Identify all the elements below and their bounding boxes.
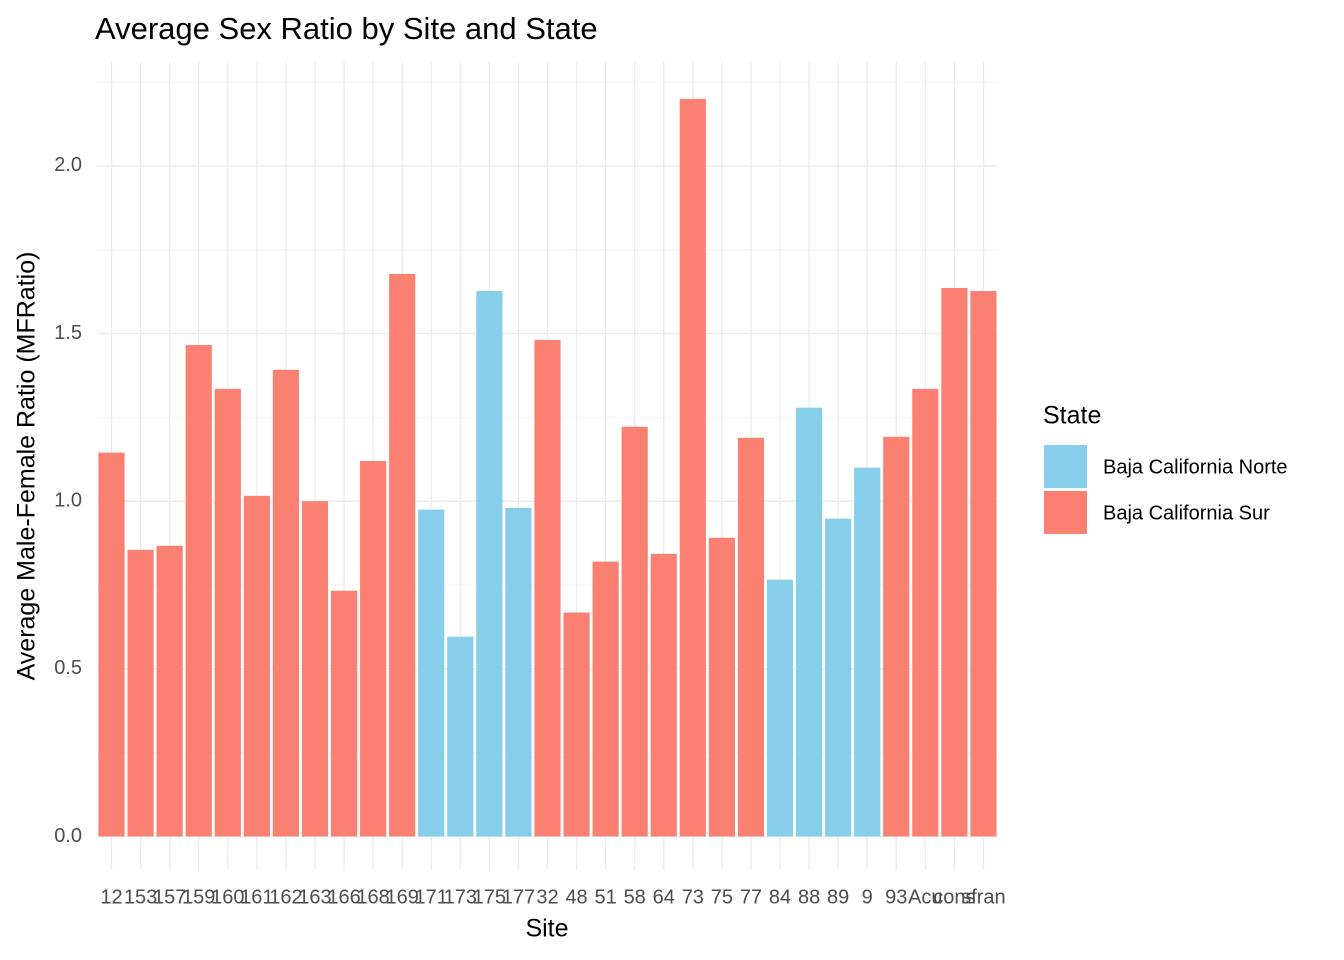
chart-title: Average Sex Ratio by Site and State xyxy=(95,11,598,46)
legend-label: Baja California Sur xyxy=(1103,502,1270,524)
x-tick-label: 88 xyxy=(798,886,820,908)
x-tick-label: 64 xyxy=(653,886,675,908)
x-tick-label: 84 xyxy=(769,886,791,908)
x-tick-label: sfran xyxy=(961,886,1005,908)
x-tick-label: 173 xyxy=(444,886,477,908)
bar xyxy=(766,579,794,837)
bar xyxy=(708,537,735,837)
bar xyxy=(214,388,241,837)
legend-label: Baja California Norte xyxy=(1103,456,1288,478)
bar xyxy=(505,507,532,837)
bar xyxy=(360,460,387,837)
bar xyxy=(389,273,416,837)
x-tick-label: 12 xyxy=(100,886,122,908)
x-tick-label: 73 xyxy=(682,886,704,908)
bar xyxy=(476,290,503,837)
y-tick-label: 2.0 xyxy=(54,154,82,176)
bar xyxy=(970,290,997,837)
bar xyxy=(330,590,358,837)
legend-key xyxy=(1044,445,1087,488)
bar xyxy=(737,437,765,837)
bar xyxy=(98,452,125,837)
bar xyxy=(301,501,329,837)
x-tick-label: 159 xyxy=(182,886,215,908)
bar xyxy=(156,545,183,837)
x-tick-label: 9 xyxy=(862,886,873,908)
x-tick-label: 169 xyxy=(385,886,418,908)
bar xyxy=(941,287,968,837)
bar xyxy=(679,98,706,837)
x-tick-label: Acu xyxy=(908,886,942,908)
x-tick-label: 161 xyxy=(240,886,273,908)
x-tick-label: 160 xyxy=(211,886,244,908)
bar xyxy=(621,426,648,837)
x-tick-label: 162 xyxy=(269,886,302,908)
bar xyxy=(796,407,823,837)
x-tick-label: cons xyxy=(933,886,975,908)
x-tick-label: 77 xyxy=(740,886,762,908)
x-tick-label: 166 xyxy=(327,886,360,908)
bar xyxy=(650,553,677,837)
x-axis-title: Site xyxy=(525,915,568,943)
x-tick-label: 93 xyxy=(885,886,907,908)
bar xyxy=(534,339,561,837)
bar xyxy=(418,509,445,837)
legend-key xyxy=(1044,491,1087,534)
bar xyxy=(825,518,852,837)
x-tick-label: 177 xyxy=(502,886,535,908)
x-tick-label: 48 xyxy=(565,886,587,908)
bar xyxy=(854,467,881,837)
bar xyxy=(592,561,619,837)
x-tick-label: 153 xyxy=(124,886,157,908)
x-tick-label: 163 xyxy=(298,886,331,908)
x-tick-label: 32 xyxy=(536,886,558,908)
x-tick-label: 51 xyxy=(595,886,617,908)
legend-title: State xyxy=(1043,402,1101,430)
x-tick-label: 157 xyxy=(153,886,186,908)
x-tick-label: 89 xyxy=(827,886,849,908)
bar xyxy=(272,369,299,837)
bar xyxy=(563,612,590,837)
bar xyxy=(243,495,270,837)
bar xyxy=(912,388,939,837)
y-tick-label: 0.5 xyxy=(54,657,82,679)
x-tick-label: 171 xyxy=(415,886,448,908)
y-tick-label: 0.0 xyxy=(54,825,82,847)
y-axis-title: Average Male-Female Ratio (MFRatio) xyxy=(13,252,41,681)
bar xyxy=(127,549,154,837)
bar xyxy=(185,344,212,837)
y-tick-label: 1.0 xyxy=(54,489,82,511)
x-tick-label: 175 xyxy=(473,886,506,908)
x-tick-label: 168 xyxy=(356,886,389,908)
bar xyxy=(447,636,474,837)
bar xyxy=(883,436,910,837)
x-tick-label: 75 xyxy=(711,886,733,908)
x-tick-label: 58 xyxy=(624,886,646,908)
y-tick-label: 1.5 xyxy=(54,322,82,344)
